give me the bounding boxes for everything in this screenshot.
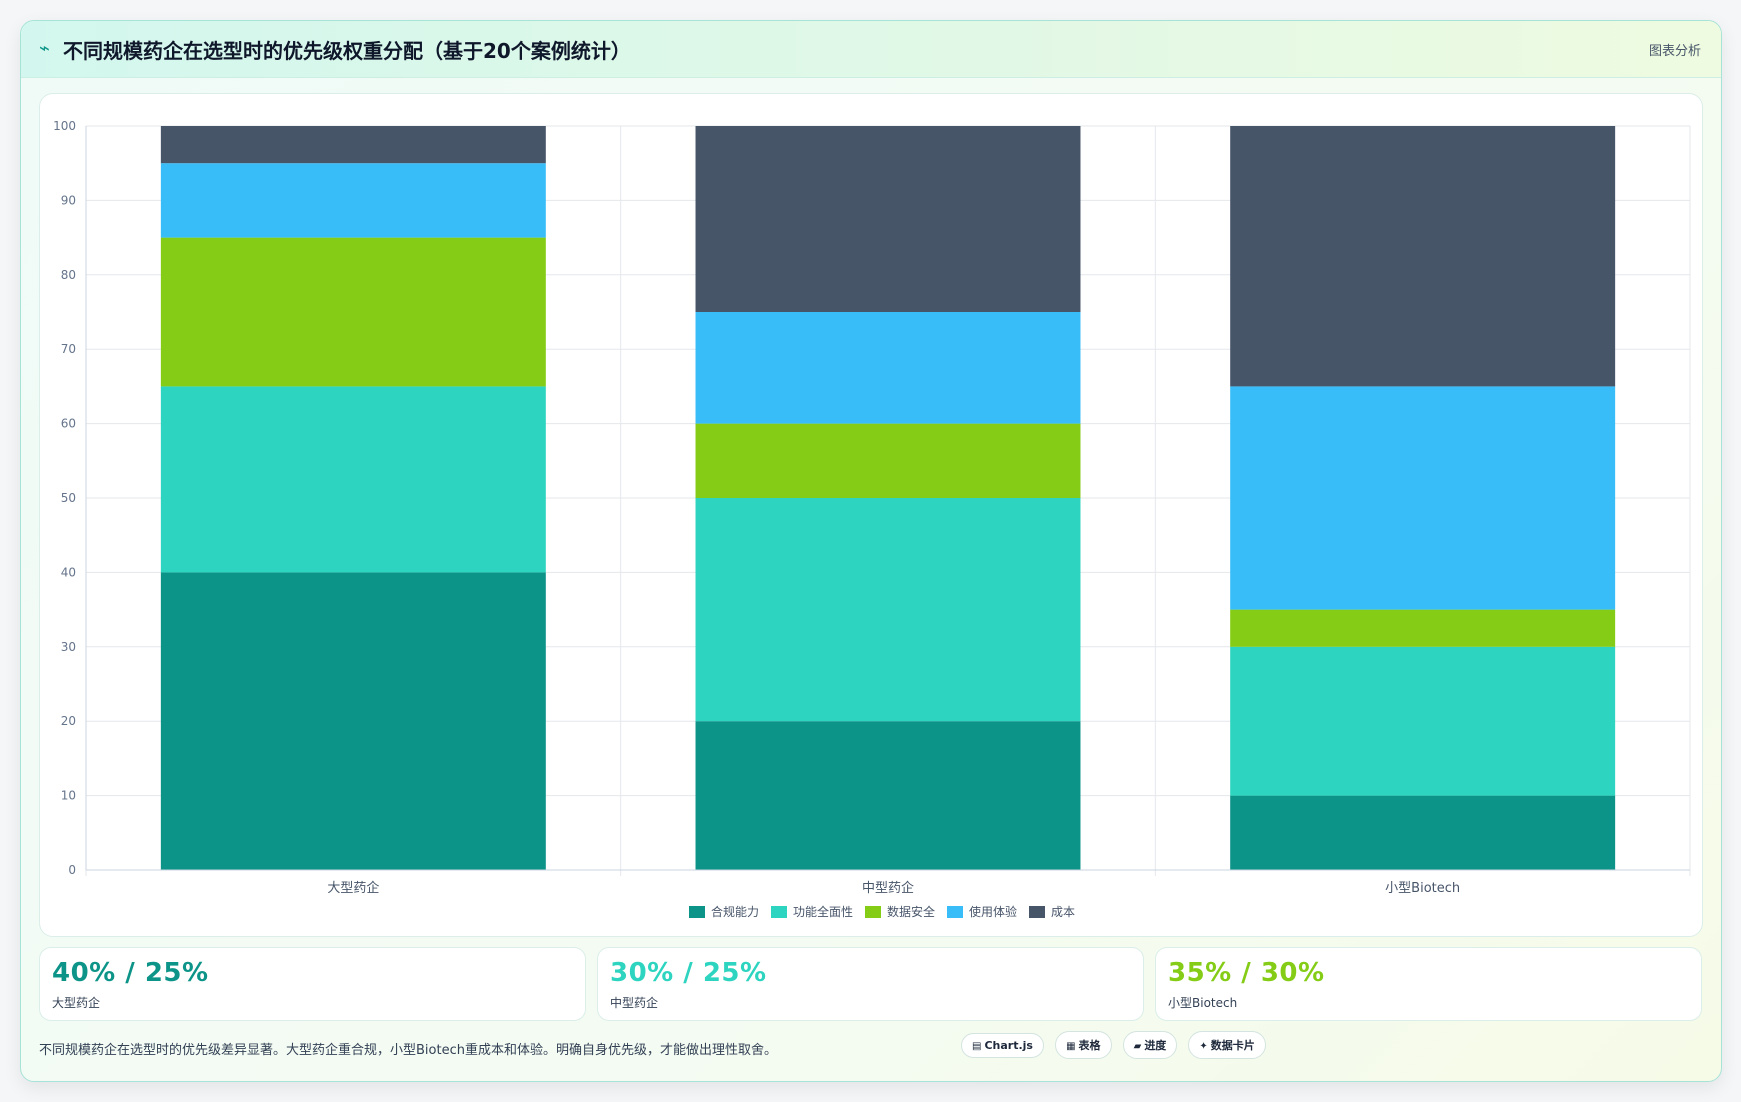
stat-cards: 40% / 25% 大型药企 30% / 25% 中型药企 35% / 30% … xyxy=(39,947,1702,1021)
legend-swatch xyxy=(865,906,881,918)
chart-title: 不同规模药企在选型时的优先级权重分配（基于20个案例统计） xyxy=(63,39,631,63)
stat-value: 35% / 30% xyxy=(1168,958,1325,988)
bar-segment xyxy=(1230,795,1616,870)
bars-group xyxy=(160,126,1616,870)
card-header: ⌁ 不同规模药企在选型时的优先级权重分配（基于20个案例统计） 图表分析 xyxy=(21,21,1721,78)
y-tick-label: 0 xyxy=(68,863,76,877)
stat-card-small: 35% / 30% 小型Biotech xyxy=(1155,947,1702,1021)
sparkle-icon: ✦ xyxy=(1199,1041,1208,1052)
bar-segment xyxy=(1230,126,1616,387)
legend-swatch xyxy=(947,906,963,918)
chip-group: ▤ Chart.js ▦ 表格 ▰ 进度 ✦ 数据卡片 xyxy=(961,1031,1272,1061)
chip-data-card[interactable]: ✦ 数据卡片 xyxy=(1188,1031,1266,1059)
chart-card: ⌁ 不同规模药企在选型时的优先级权重分配（基于20个案例统计） 图表分析 0 10… xyxy=(20,20,1722,1082)
legend-label: 数据安全 xyxy=(887,904,935,919)
bar-segment xyxy=(160,572,546,870)
chip-label: 表格 xyxy=(1078,1039,1101,1052)
legend-label: 合规能力 xyxy=(711,904,759,919)
stat-label: 大型药企 xyxy=(52,996,101,1010)
x-tick-label: 小型Biotech xyxy=(1385,881,1460,896)
chart-legend: 合规能力 功能全面性 数据安全 使用体验 成本 xyxy=(689,904,1075,919)
stat-label: 中型药企 xyxy=(610,996,659,1010)
legend-label: 使用体验 xyxy=(969,904,1017,919)
chart-panel: 0 10 20 30 40 50 60 70 80 90 100 大型药企 中型药企 小型Biotech … xyxy=(39,93,1703,937)
chip-label: 进度 xyxy=(1144,1039,1167,1052)
bar-segment xyxy=(695,423,1081,498)
bar-segment xyxy=(695,498,1081,722)
y-tick-label: 80 xyxy=(61,268,76,282)
legend-label: 成本 xyxy=(1051,905,1075,919)
y-tick-label: 20 xyxy=(61,714,76,728)
progress-icon: ▰ xyxy=(1133,1041,1142,1052)
chart-icon: ▤ xyxy=(972,1041,982,1052)
bar-segment xyxy=(160,126,546,164)
legend-swatch xyxy=(689,906,705,918)
y-tick-label: 70 xyxy=(61,342,76,356)
x-tick-label: 大型药企 xyxy=(327,880,379,896)
y-tick-label: 30 xyxy=(61,640,76,654)
y-tick-label: 10 xyxy=(61,789,76,803)
legend-swatch xyxy=(1029,906,1045,918)
bar-segment xyxy=(160,237,546,387)
stat-card-medium: 30% / 25% 中型药企 xyxy=(597,947,1144,1021)
chip-chartjs[interactable]: ▤ Chart.js xyxy=(961,1033,1044,1058)
y-tick-label: 40 xyxy=(61,565,76,579)
chip-label: 数据卡片 xyxy=(1210,1039,1255,1052)
chart-subtitle: 图表分析 xyxy=(1648,44,1701,59)
bar-segment xyxy=(1230,646,1616,796)
bar-segment xyxy=(1230,386,1616,610)
table-icon: ▦ xyxy=(1066,1041,1076,1052)
y-tick-label: 50 xyxy=(61,491,76,505)
chip-label: Chart.js xyxy=(984,1039,1033,1052)
y-tick-label: 100 xyxy=(53,119,76,133)
bar-segment xyxy=(695,126,1081,312)
bar-segment xyxy=(695,721,1081,870)
bar-segment xyxy=(695,312,1081,424)
legend-label: 功能全面性 xyxy=(793,904,853,919)
footer-summary: 不同规模药企在选型时的优先级差异显著。大型药企重合规，小型Biotech重成本和… xyxy=(39,1043,777,1058)
stat-card-large: 40% / 25% 大型药企 xyxy=(39,947,586,1021)
legend-swatch xyxy=(771,906,787,918)
stat-value: 40% / 25% xyxy=(52,958,209,988)
stat-label: 小型Biotech xyxy=(1168,996,1238,1010)
pulse-icon: ⌁ xyxy=(39,38,50,59)
x-tick-label: 中型药企 xyxy=(862,880,914,896)
y-tick-label: 90 xyxy=(61,193,76,207)
chip-table[interactable]: ▦ 表格 xyxy=(1055,1031,1112,1059)
chip-progress[interactable]: ▰ 进度 xyxy=(1122,1031,1178,1059)
y-tick-label: 60 xyxy=(61,417,76,431)
axes-group: 0 10 20 30 40 50 60 70 80 90 100 大型药企 中型药企 小型Biotech xyxy=(53,119,1690,896)
bar-segment xyxy=(1230,609,1616,647)
bar-segment xyxy=(160,163,546,238)
bar-segment xyxy=(160,386,546,573)
stat-value: 30% / 25% xyxy=(610,958,767,988)
